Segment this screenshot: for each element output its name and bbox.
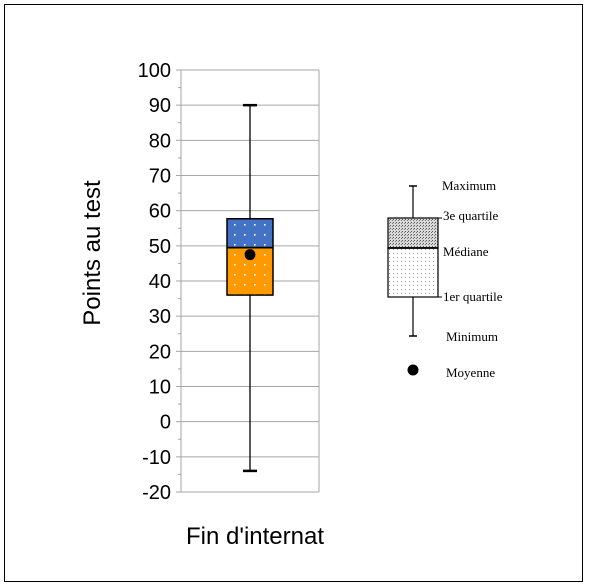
mean-marker <box>244 249 256 261</box>
y-tick-label: 30 <box>149 306 171 328</box>
y-tick-label: 60 <box>149 201 171 223</box>
y-tick-label: 80 <box>149 130 171 152</box>
y-tick-label: 0 <box>160 412 171 434</box>
legend-median-label: Médiane <box>443 244 489 259</box>
legend-q1-label: 1er quartile <box>443 289 503 304</box>
y-axis-title: Points au test <box>79 180 106 326</box>
legend-mean-marker <box>407 364 419 376</box>
y-tick-label: 90 <box>149 95 171 117</box>
legend: Maximum 3e quartile Médiane 1er quartile… <box>387 178 503 380</box>
legend-minimum-label: Minimum <box>446 329 498 344</box>
legend-mean-label: Moyenne <box>446 365 495 380</box>
y-tick-label: 70 <box>149 166 171 188</box>
box-outline <box>226 218 274 296</box>
box-plot <box>226 103 274 473</box>
legend-upper-box <box>387 217 439 249</box>
y-tick-label: -10 <box>142 447 171 469</box>
y-tick-label: 50 <box>149 236 171 258</box>
legend-q3-label: 3e quartile <box>443 208 498 223</box>
x-category-label: Fin d'internat <box>186 523 324 550</box>
legend-lower-box <box>387 247 439 298</box>
y-tick-label: 10 <box>149 377 171 399</box>
y-tick-label: 100 <box>138 60 171 82</box>
y-tick-label: 20 <box>149 341 171 363</box>
chart-frame <box>4 4 583 582</box>
y-tick-label: 40 <box>149 271 171 293</box>
legend-maximum-label: Maximum <box>442 178 496 193</box>
y-tick-label: -20 <box>142 482 171 504</box>
upper-box-pattern <box>227 218 273 248</box>
